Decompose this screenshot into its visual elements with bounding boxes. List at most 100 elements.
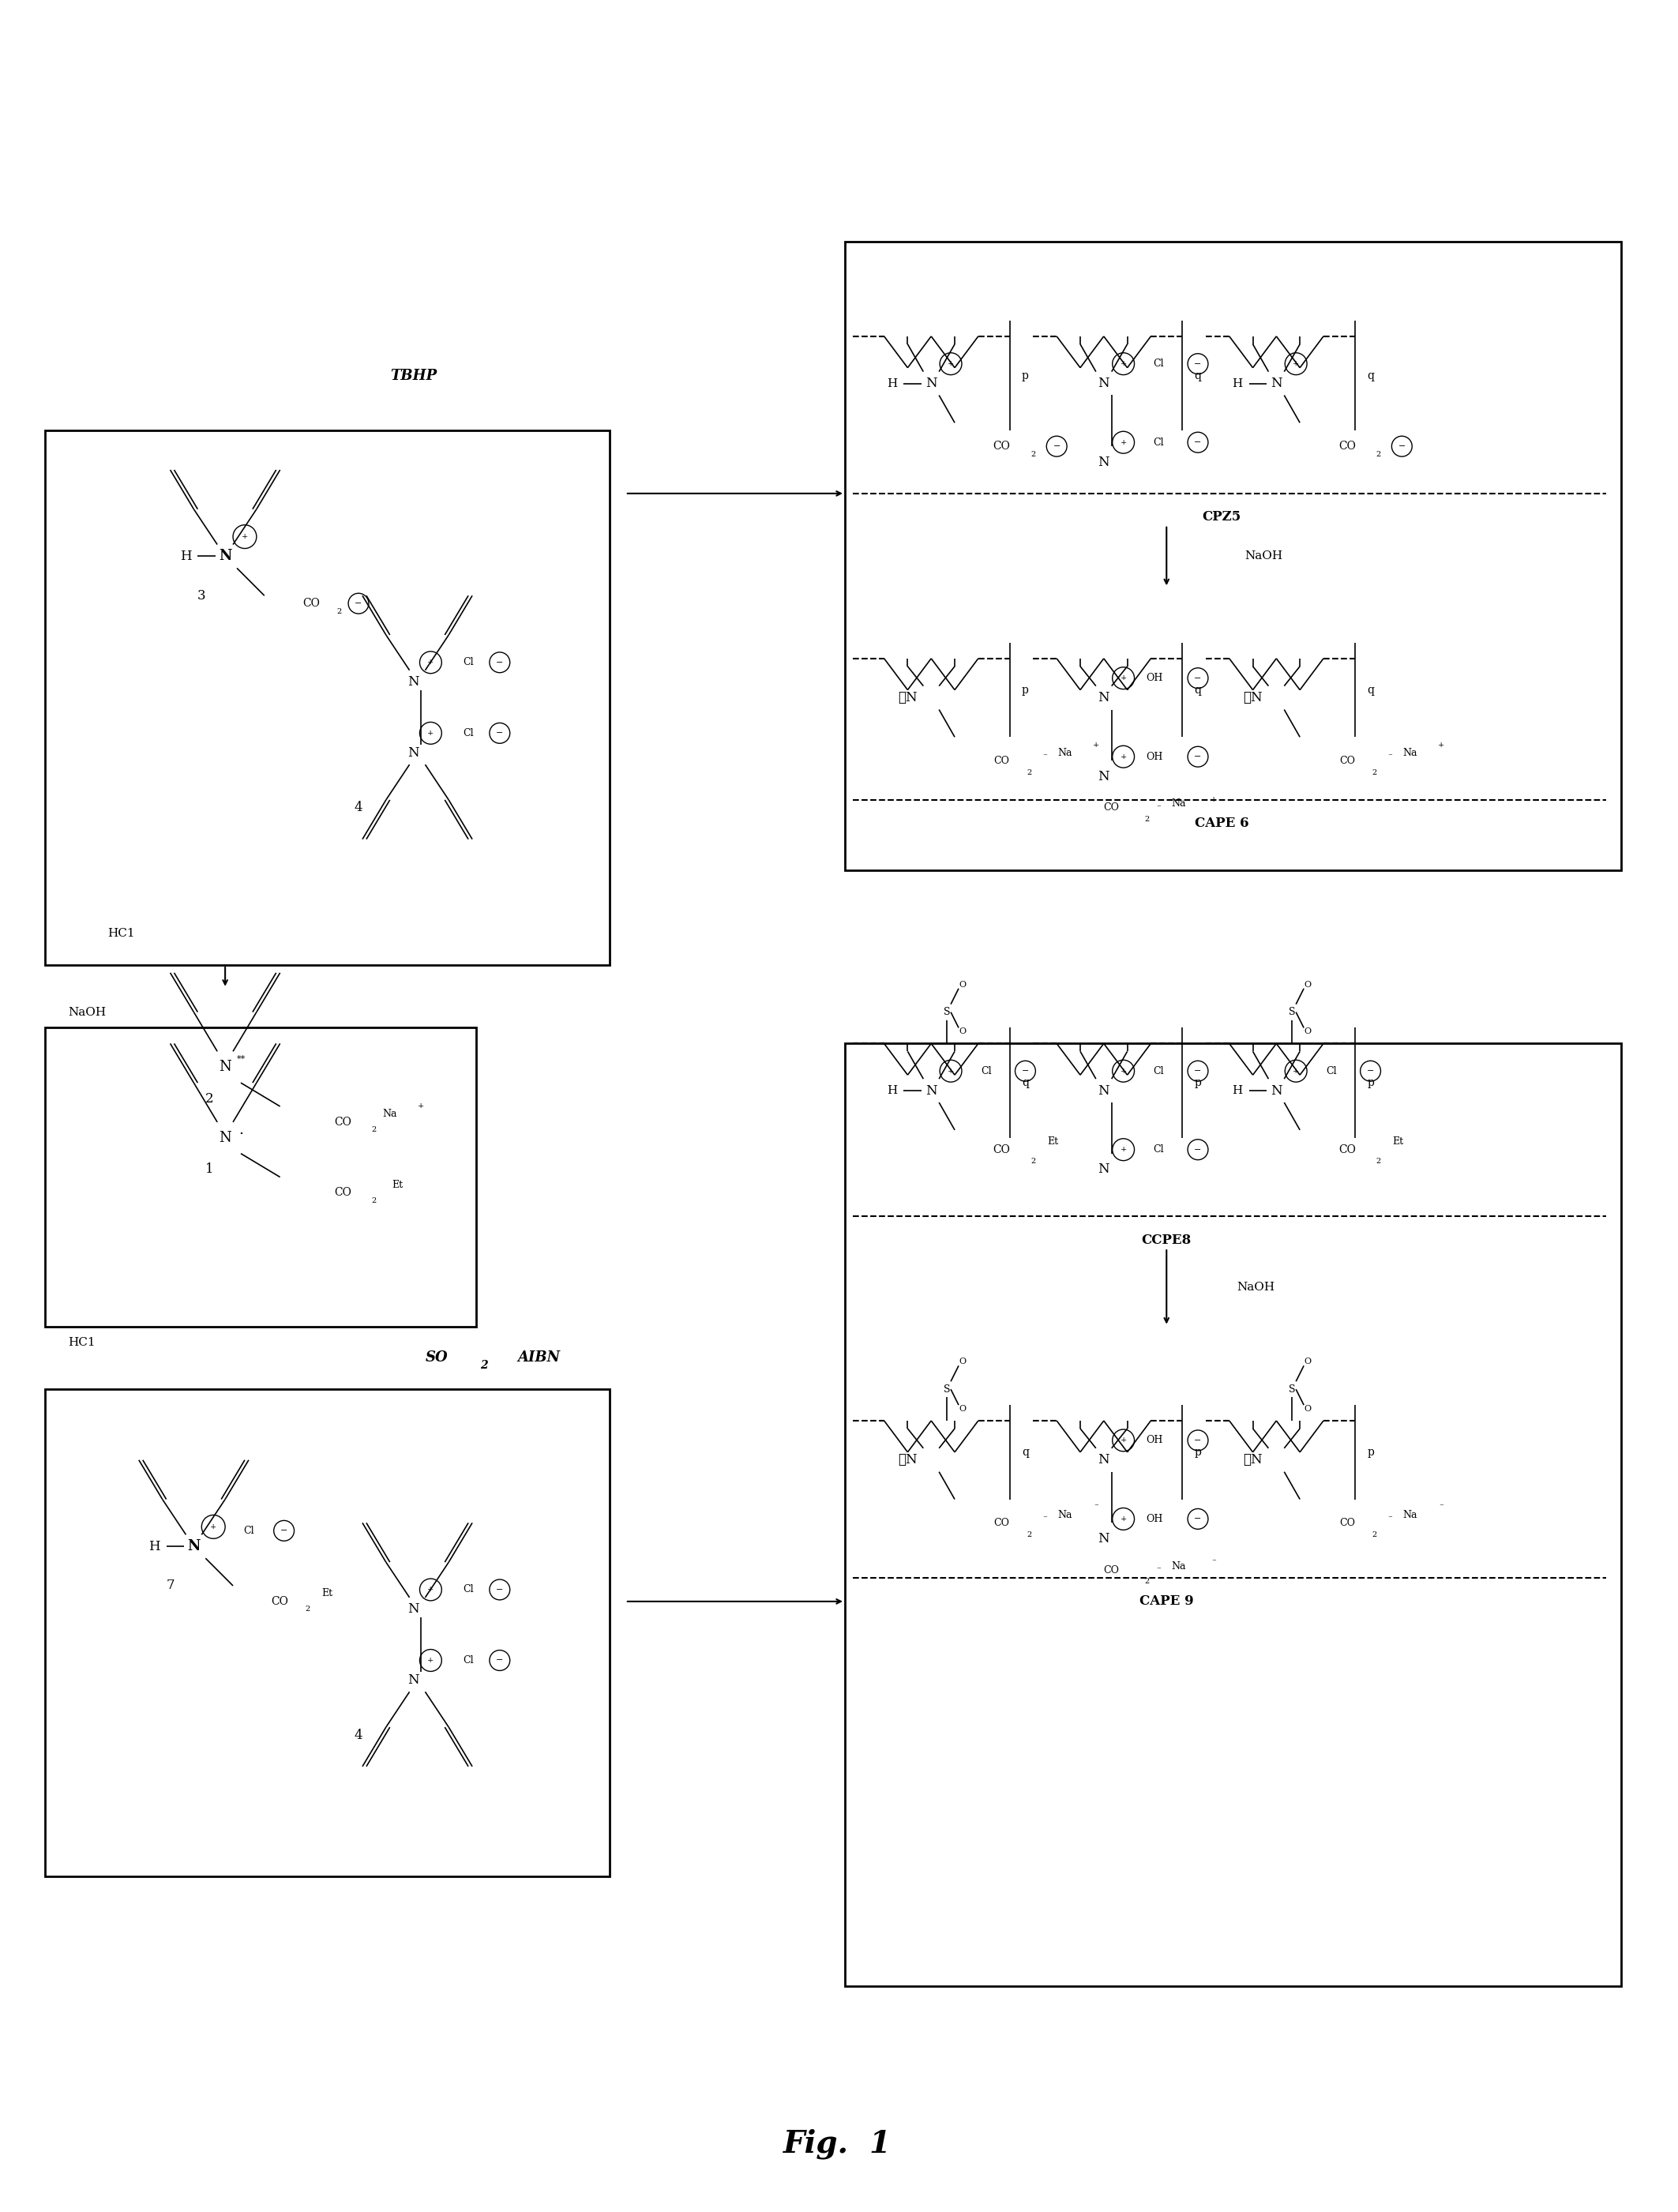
Text: H: H	[886, 378, 898, 389]
Text: CO: CO	[334, 1117, 351, 1128]
Text: ∶N: ∶N	[1243, 1453, 1262, 1467]
Bar	[45, 1029, 477, 1327]
Text: Cl: Cl	[463, 657, 473, 668]
Text: Cl: Cl	[980, 1066, 992, 1077]
Text: 2: 2	[1030, 451, 1035, 458]
Text: H: H	[180, 549, 191, 564]
Text: N: N	[1097, 1453, 1109, 1467]
Text: N: N	[1097, 1533, 1109, 1546]
Text: +: +	[418, 1104, 425, 1110]
Text: OH: OH	[1146, 1436, 1163, 1444]
Text: CCPE8: CCPE8	[1141, 1234, 1191, 1248]
Text: CAPE 9: CAPE 9	[1139, 1595, 1193, 1608]
Text: −: −	[1195, 1436, 1201, 1444]
Text: +: +	[1438, 741, 1445, 748]
Text: Na: Na	[1057, 1511, 1072, 1520]
Text: N: N	[1270, 376, 1282, 389]
Text: +: +	[210, 1524, 216, 1531]
Text: 1: 1	[205, 1164, 213, 1177]
Text: p: p	[1022, 684, 1029, 695]
Text: N: N	[1097, 1164, 1109, 1177]
Text: 4: 4	[354, 1728, 362, 1741]
Bar	[846, 1044, 1621, 1986]
Text: Na: Na	[1403, 748, 1416, 759]
Text: SO: SO	[426, 1352, 448, 1365]
Text: O: O	[1304, 1029, 1311, 1035]
Text: +: +	[1121, 1146, 1126, 1152]
Text: ⁻: ⁻	[1094, 1504, 1097, 1511]
Text: Cl: Cl	[1153, 1144, 1165, 1155]
Text: CO: CO	[993, 757, 1010, 765]
Text: ⁻: ⁻	[1212, 1557, 1217, 1566]
Text: H: H	[1232, 1086, 1242, 1097]
Text: CO: CO	[1339, 440, 1356, 451]
Text: 2: 2	[480, 1360, 488, 1371]
Text: N: N	[218, 1130, 232, 1146]
Text: O: O	[1304, 1358, 1311, 1365]
Text: Cl: Cl	[243, 1526, 253, 1535]
Text: NaOH: NaOH	[1245, 551, 1284, 562]
Text: +: +	[1292, 361, 1299, 367]
Text: ∶N: ∶N	[898, 1453, 918, 1467]
Text: NaOH: NaOH	[1237, 1281, 1275, 1292]
Text: +: +	[1121, 1515, 1126, 1522]
Text: +: +	[1121, 675, 1126, 681]
Text: q: q	[1195, 684, 1201, 695]
Text: +: +	[242, 533, 248, 540]
Text: −: −	[1398, 442, 1406, 451]
Text: S: S	[943, 1006, 950, 1018]
Text: ⁻: ⁻	[1042, 1515, 1047, 1522]
Text: N: N	[408, 745, 420, 759]
Text: −: −	[354, 599, 362, 608]
Text: CO: CO	[1104, 1564, 1119, 1575]
Text: O: O	[958, 980, 967, 989]
Text: −: −	[1195, 438, 1201, 447]
Text: CO: CO	[272, 1595, 289, 1606]
Text: Cl: Cl	[463, 1655, 473, 1666]
Text: Cl: Cl	[1153, 358, 1165, 369]
Text: q: q	[1022, 1447, 1029, 1458]
Text: +: +	[1121, 1438, 1126, 1444]
Text: Et: Et	[393, 1179, 403, 1190]
Text: S: S	[943, 1385, 950, 1394]
Text: ⁻: ⁻	[1156, 1566, 1161, 1575]
Text: CO: CO	[334, 1188, 351, 1199]
Text: −: −	[1368, 1066, 1374, 1075]
Text: q: q	[1368, 684, 1374, 695]
Text: Cl: Cl	[463, 1584, 473, 1595]
Text: 2: 2	[1376, 451, 1381, 458]
Text: 2: 2	[373, 1197, 376, 1203]
Text: +: +	[428, 1657, 435, 1663]
Text: p: p	[1368, 1447, 1374, 1458]
Text: H: H	[1232, 378, 1242, 389]
Text: ⁻: ⁻	[1156, 803, 1161, 812]
Text: 2: 2	[1373, 770, 1378, 776]
Text: ∶N: ∶N	[1243, 690, 1262, 703]
Text: S: S	[1289, 1006, 1295, 1018]
Text: +: +	[428, 1586, 435, 1593]
Text: Na: Na	[1057, 748, 1072, 759]
Text: Na: Na	[1171, 1562, 1186, 1571]
Text: N: N	[925, 376, 936, 389]
Text: 2: 2	[1030, 1157, 1035, 1166]
Text: 3: 3	[198, 588, 206, 602]
Text: HC1: HC1	[69, 1336, 96, 1347]
Text: 2: 2	[336, 608, 341, 615]
Text: CPZ5: CPZ5	[1201, 511, 1242, 524]
Text: NaOH: NaOH	[69, 1006, 106, 1018]
Text: +: +	[1121, 1068, 1126, 1075]
Text: S: S	[1289, 1385, 1295, 1394]
Text: −: −	[1195, 1146, 1201, 1155]
Bar	[45, 431, 609, 964]
Text: 2: 2	[373, 1126, 376, 1133]
Text: H: H	[886, 1086, 898, 1097]
Text: +: +	[1210, 796, 1217, 803]
Text: N: N	[408, 1672, 420, 1688]
Text: +: +	[1292, 1068, 1299, 1075]
Text: +: +	[1092, 741, 1099, 748]
Text: Et: Et	[322, 1588, 332, 1599]
Text: Cl: Cl	[1153, 438, 1165, 447]
Text: Na: Na	[1171, 799, 1186, 810]
Text: Cl: Cl	[1326, 1066, 1337, 1077]
Text: −: −	[280, 1526, 287, 1535]
